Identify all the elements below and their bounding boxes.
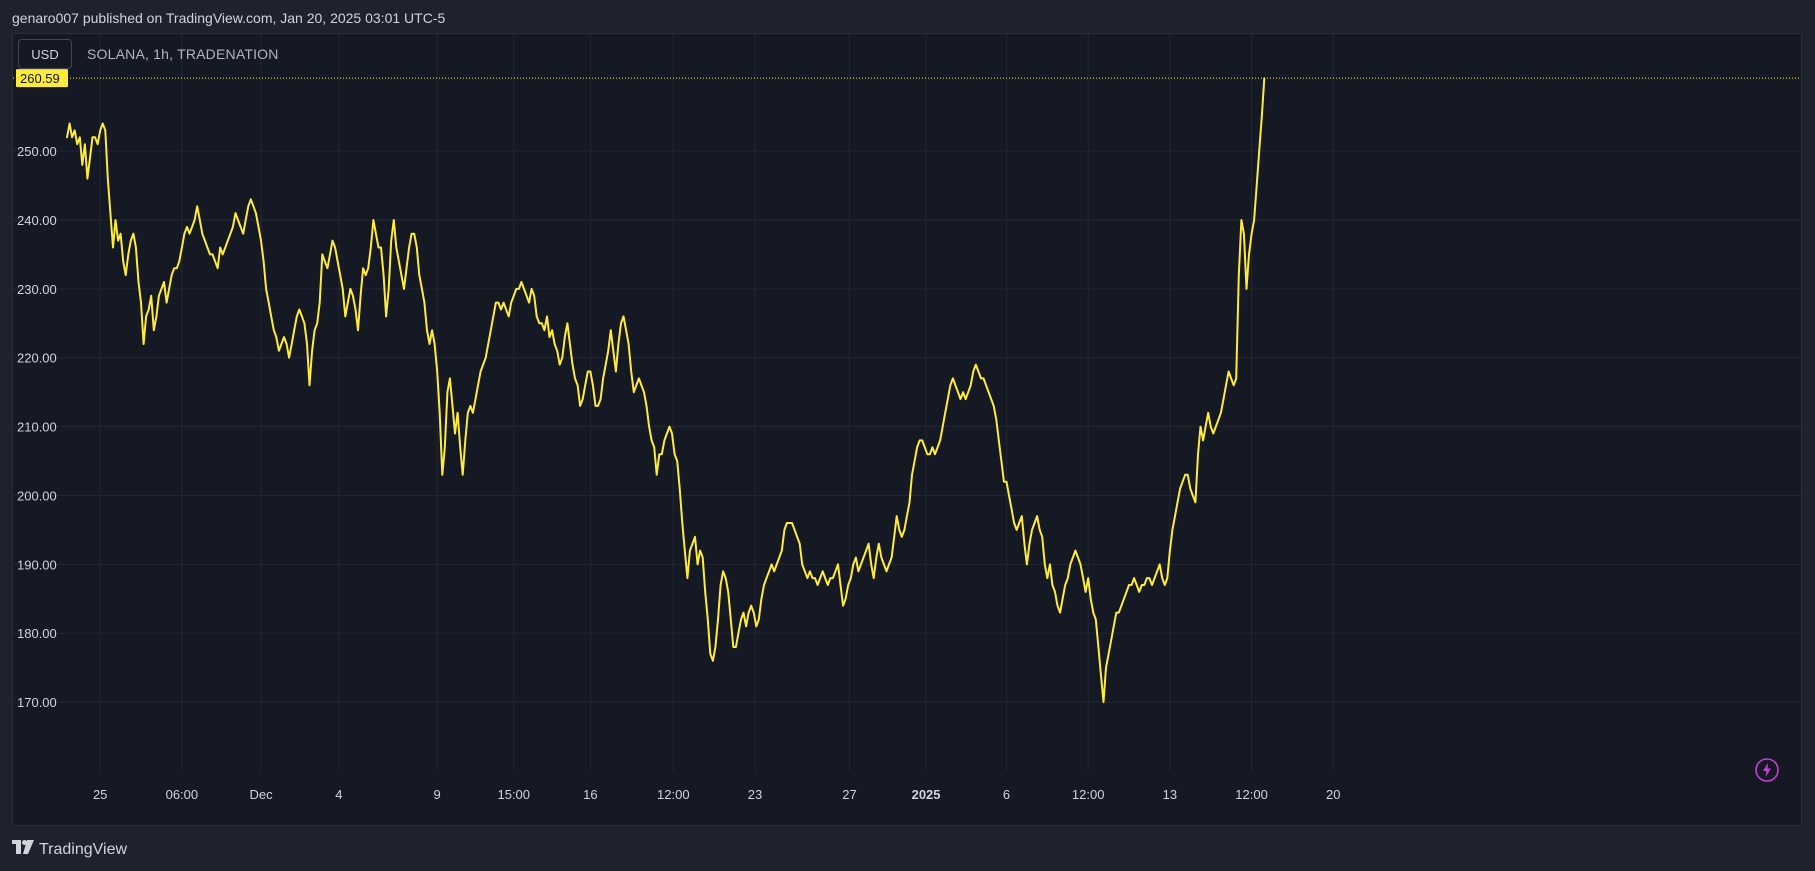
y-tick-label: 250.00 (17, 144, 57, 159)
y-tick-label: 200.00 (17, 488, 57, 503)
lightning-bolt-icon[interactable] (1755, 758, 1779, 782)
x-tick-label: 12:00 (1235, 787, 1268, 802)
x-tick-label: 13 (1163, 787, 1177, 802)
y-tick-label: 170.00 (17, 695, 57, 710)
x-tick-label: 20 (1326, 787, 1340, 802)
x-tick-label: Dec (249, 787, 273, 802)
brand-footer: TradingView (12, 840, 127, 859)
x-tick-label: 2025 (912, 787, 941, 802)
publish-header: genaro007 published on TradingView.com, … (12, 10, 446, 26)
y-tick-label: 230.00 (17, 282, 57, 297)
x-tick-label: 9 (434, 787, 441, 802)
x-tick-label: 15:00 (497, 787, 530, 802)
x-tick-label: 23 (748, 787, 762, 802)
price-series-line (66, 77, 1266, 704)
y-tick-label: 180.00 (17, 626, 57, 641)
x-tick-label: 25 (93, 787, 107, 802)
symbol-title: SOLANA, 1h, TRADENATION (87, 46, 279, 62)
last-price-badge (16, 69, 68, 88)
chart-panel[interactable]: 250.00 240.00 230.00 220.00 210.00 200.00 190.… (12, 33, 1802, 826)
x-tick-label: 4 (335, 787, 342, 802)
x-tick-label: 06:00 (166, 787, 199, 802)
x-tick-label: 27 (842, 787, 856, 802)
y-tick-label: 210.00 (17, 420, 57, 435)
y-tick-label: 240.00 (17, 213, 57, 228)
currency-button[interactable]: USD (18, 39, 72, 69)
last-price-label: 260.59 (20, 71, 60, 86)
y-tick-label: 220.00 (17, 351, 57, 366)
x-tick-label: 12:00 (1072, 787, 1105, 802)
price-chart[interactable]: 250.00 240.00 230.00 220.00 210.00 200.00 190.… (13, 34, 1802, 826)
tradingview-logo-icon (12, 840, 34, 859)
x-tick-label: 6 (1003, 787, 1010, 802)
y-tick-label: 190.00 (17, 557, 57, 572)
brand-label: TradingView (39, 840, 128, 858)
x-tick-label: 12:00 (657, 787, 690, 802)
x-tick-label: 16 (583, 787, 597, 802)
